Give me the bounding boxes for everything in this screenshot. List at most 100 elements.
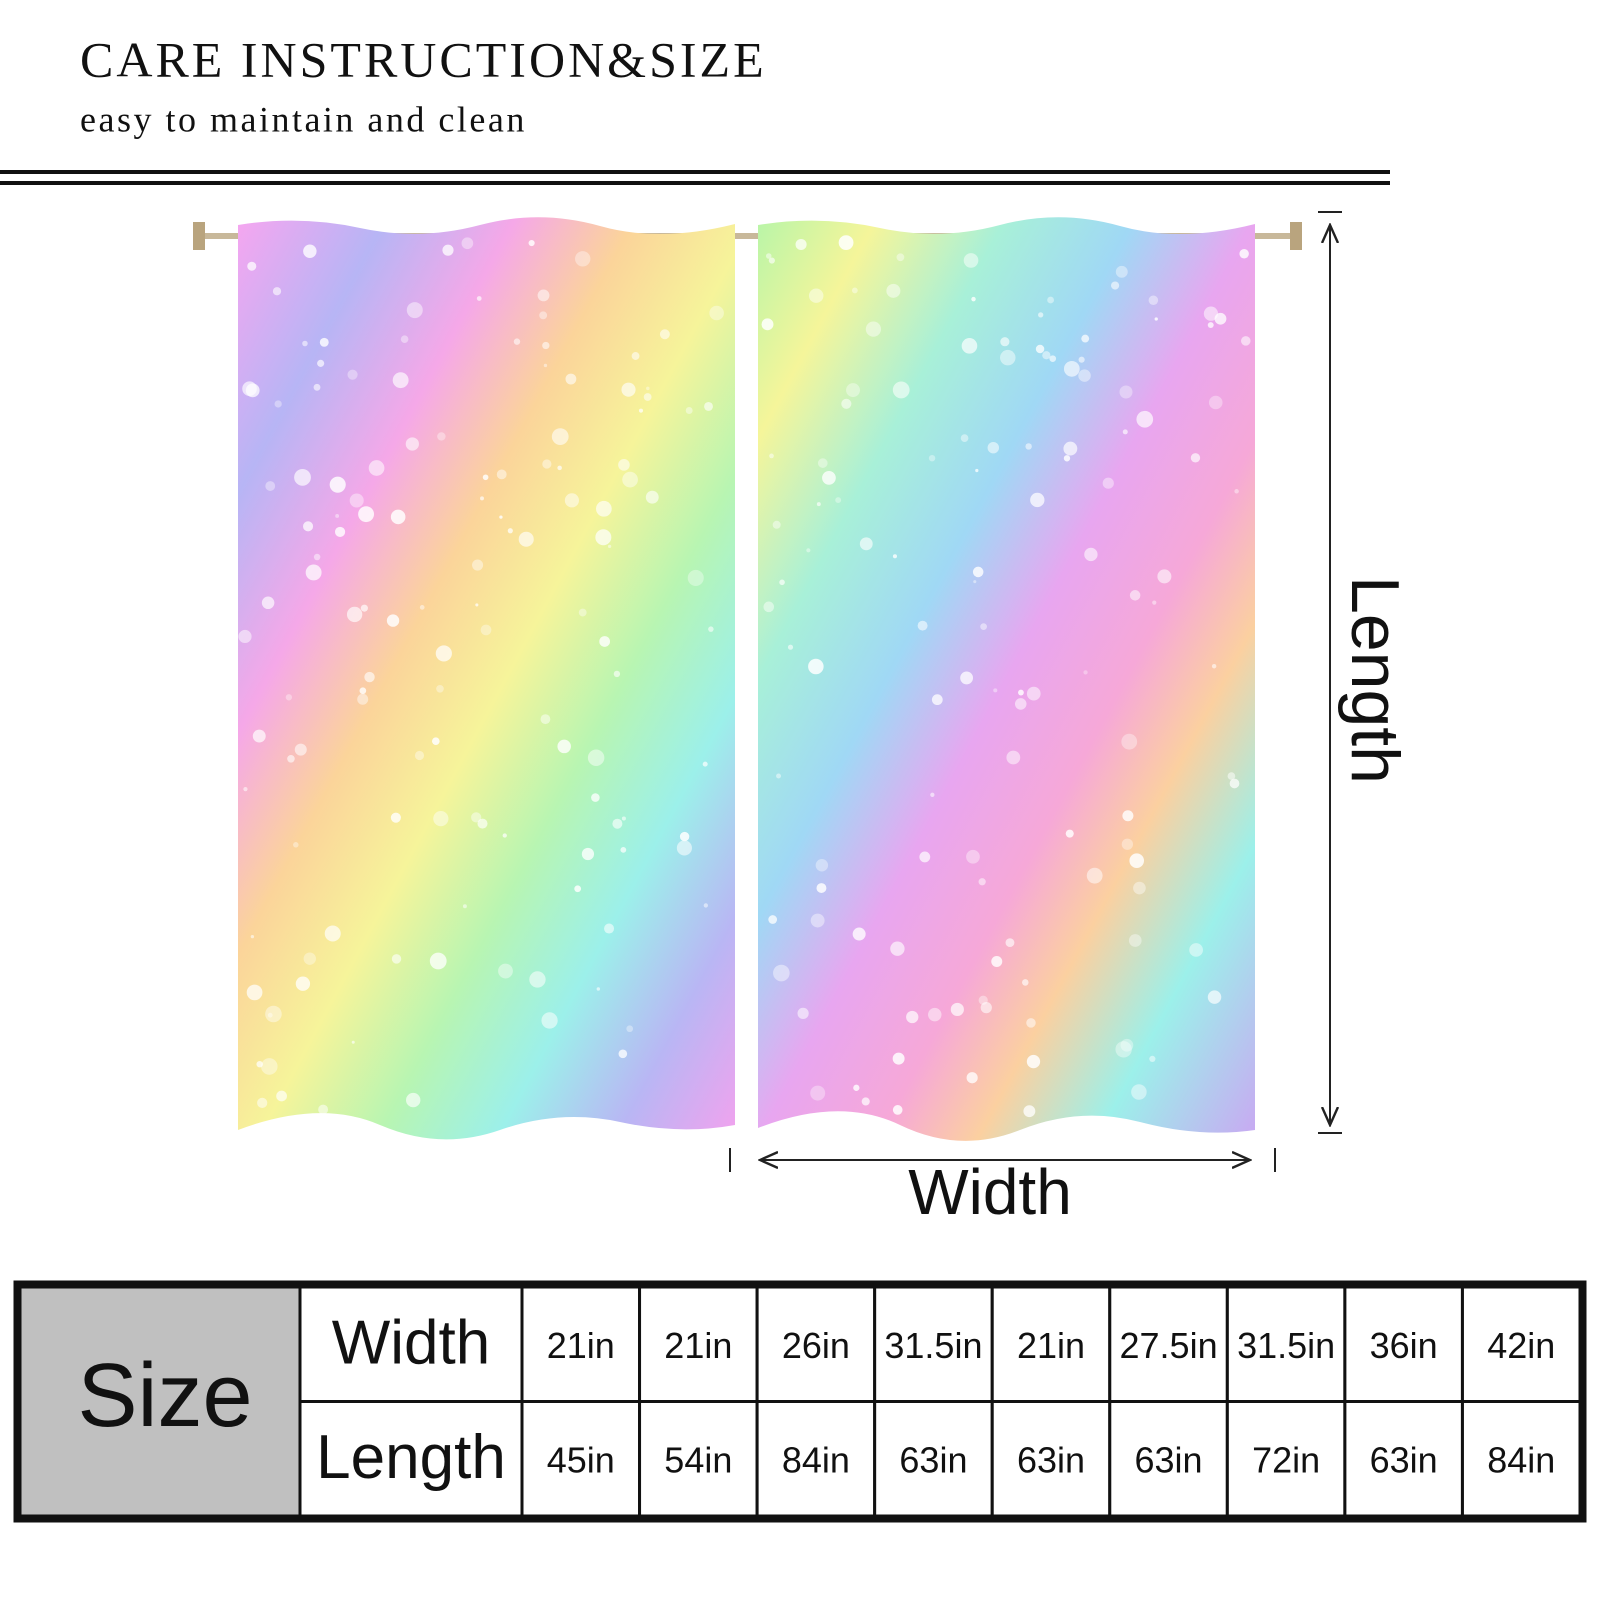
sparkle — [303, 244, 317, 258]
sparkle — [390, 812, 401, 823]
sparkle — [1047, 296, 1054, 304]
sparkle — [931, 694, 943, 706]
sparkle — [971, 296, 976, 302]
sparkle — [1227, 772, 1236, 780]
sparkle — [612, 818, 623, 829]
sparkle — [708, 626, 714, 632]
sparkle — [261, 596, 275, 610]
sparkle — [835, 497, 842, 504]
sparkle — [980, 1002, 992, 1014]
sparkle — [238, 629, 252, 644]
sparkle — [621, 816, 626, 821]
size-value: 26in — [782, 1325, 850, 1366]
sparkle — [346, 606, 363, 623]
sparkle — [1152, 600, 1157, 605]
row-label: Width — [332, 1309, 490, 1378]
sparkle — [406, 302, 423, 319]
sparkle — [1111, 281, 1120, 290]
sparkle — [631, 352, 640, 360]
sparkle — [980, 623, 987, 630]
sparkle — [1038, 312, 1044, 318]
sparkle — [1065, 829, 1074, 838]
sparkle — [761, 318, 774, 331]
sparkle — [966, 849, 980, 864]
sparkle — [1086, 867, 1103, 884]
sparkle — [1018, 689, 1024, 696]
sparkle — [1049, 355, 1057, 362]
sparkle — [645, 490, 659, 504]
sparkle — [768, 915, 778, 924]
size-value: 63in — [899, 1439, 967, 1480]
sparkle — [462, 904, 467, 909]
sparkle — [643, 393, 652, 401]
sparkle — [575, 251, 591, 267]
sparkle — [1131, 1084, 1147, 1100]
sparkle — [260, 1058, 278, 1075]
sparkle — [993, 688, 998, 693]
size-cell — [1343, 1400, 1464, 1518]
sparkle — [1148, 295, 1159, 305]
sparkle — [838, 235, 854, 251]
sparkle — [335, 514, 340, 518]
sparkle — [810, 913, 825, 928]
sparkle — [846, 383, 860, 398]
sparkle — [596, 987, 601, 991]
sparkle — [618, 459, 630, 471]
sparkle — [1239, 249, 1249, 259]
sparkle — [391, 954, 402, 964]
sparkle — [919, 851, 931, 863]
sparkle — [390, 509, 406, 525]
size-header: Size — [77, 1346, 252, 1446]
sparkle — [1078, 356, 1085, 363]
size-cell — [755, 1285, 877, 1403]
sparkle — [851, 287, 858, 294]
sparkle — [1129, 853, 1145, 869]
sparkle — [257, 1097, 268, 1109]
sparkle — [386, 614, 400, 627]
sparkle — [1063, 455, 1071, 462]
size-rows: Width 21in 21in 26in 31.5in 21in 27.5in 31.5in 3… — [298, 1285, 1582, 1518]
rod-end — [193, 222, 205, 250]
sparkle — [815, 859, 829, 872]
sparkle — [480, 496, 484, 501]
sparkle — [565, 373, 577, 385]
sparkle — [978, 995, 988, 1005]
sparkle — [1240, 336, 1251, 346]
sparkle — [574, 885, 582, 893]
size-cell — [990, 1400, 1112, 1518]
sparkle — [1234, 489, 1239, 494]
sparkle — [334, 526, 346, 538]
sparkle — [480, 624, 492, 636]
sparkle — [892, 554, 897, 559]
sparkle — [963, 253, 979, 268]
sparkle — [502, 833, 507, 838]
sparkle — [978, 878, 986, 886]
sparkle — [557, 739, 571, 754]
size-cell — [1343, 1285, 1464, 1403]
sparkle — [540, 714, 551, 725]
sparkle — [319, 337, 329, 347]
sparkle — [1133, 881, 1146, 895]
sparkle — [892, 1052, 905, 1065]
sparkle — [1211, 663, 1217, 669]
sparkle — [498, 963, 513, 979]
sparkle — [966, 1072, 978, 1084]
sparkle — [294, 468, 311, 486]
size-cell — [520, 1400, 642, 1518]
sparkle — [841, 398, 852, 409]
sparkle — [613, 670, 621, 678]
sparkle — [539, 311, 548, 320]
sparkle — [1121, 733, 1138, 750]
sparkle — [435, 645, 452, 662]
sparkle — [816, 883, 827, 893]
sparkle — [685, 407, 693, 414]
sparkle — [475, 603, 479, 607]
width-label: Width — [908, 1156, 1072, 1228]
sparkle — [507, 528, 513, 534]
sparkle — [405, 437, 419, 451]
sparkle — [472, 559, 484, 571]
sparkle — [1081, 334, 1090, 343]
sparkle — [1000, 337, 1010, 347]
sparkle — [769, 453, 774, 459]
